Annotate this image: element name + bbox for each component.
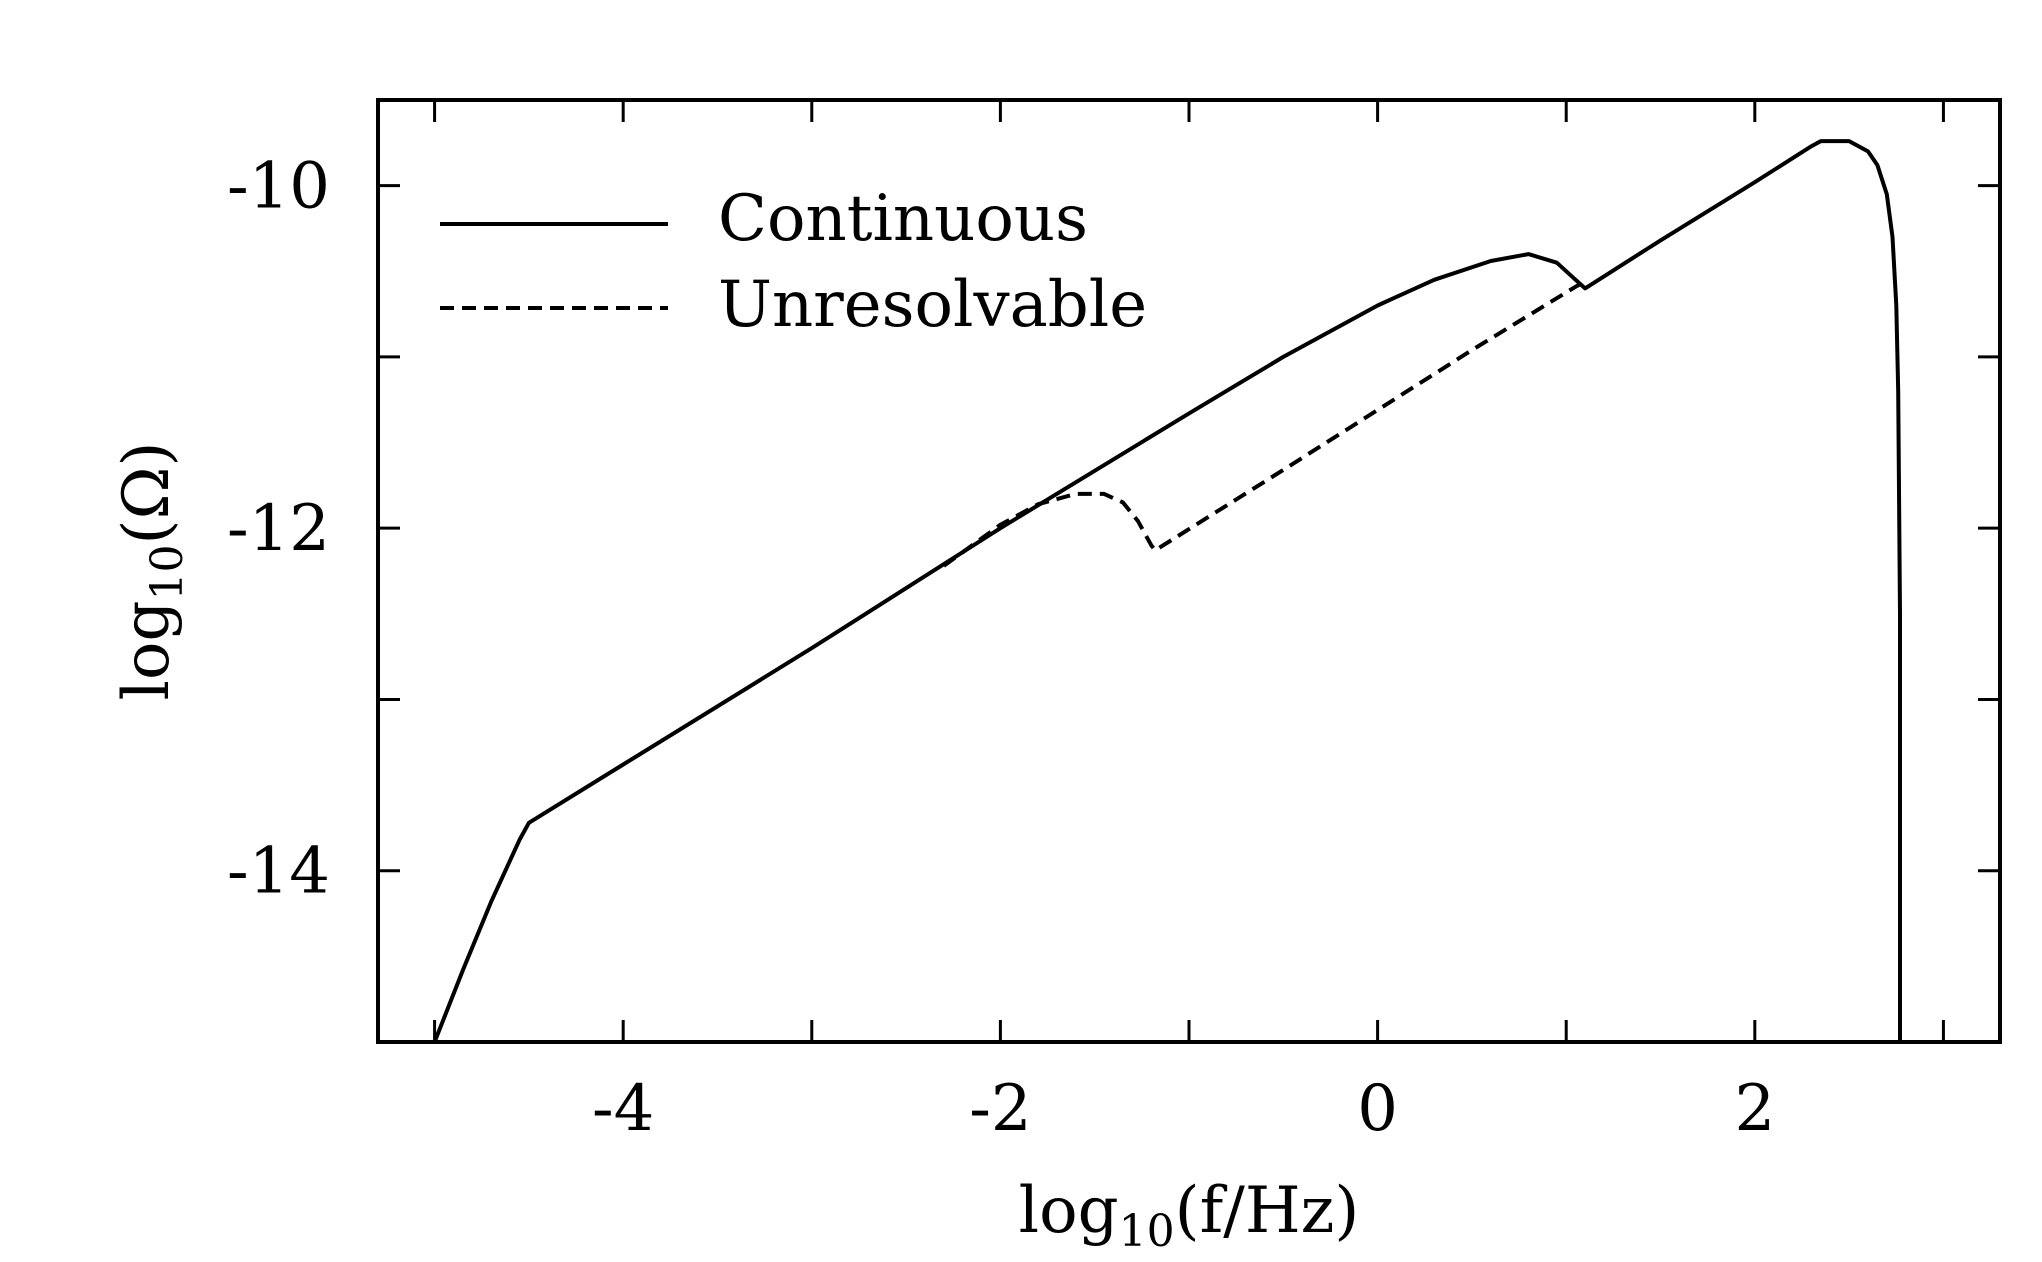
y-axis-label: log10(Ω) [110,442,193,701]
series-line-continuous [432,139,1902,1043]
y-axis-label-argument: (Ω) [110,442,184,545]
x-axis-label-subscript: 10 [1119,1206,1175,1257]
plot-frame [376,98,2002,1044]
y-tick-label: -12 [227,492,330,566]
x-tick-label: 2 [1734,1072,1775,1146]
legend: Continuous Unresolvable [440,182,1147,342]
axis-ticks [378,100,2000,1042]
y-tick-label: -10 [227,150,330,224]
x-tick-label: -2 [969,1072,1031,1146]
y-tick-label: -14 [227,835,330,909]
x-axis-label: log10(f/Hz) [1019,1174,1360,1257]
y-axis-label-subscript: 10 [142,545,193,601]
legend-label-unresolvable: Unresolvable [718,268,1147,342]
y-axis-label-base: log [110,601,184,701]
x-tick-label: 0 [1357,1072,1398,1146]
x-axis-label-argument: (f/Hz) [1175,1174,1360,1248]
series-layer [432,139,1902,1043]
legend-label-continuous: Continuous [718,182,1088,256]
x-axis-label-base: log [1019,1174,1119,1248]
axis-tick-labels: -4 -2 0 2 -10 -12 -14 [227,150,1775,1146]
x-tick-label: -4 [592,1072,654,1146]
series-line-unresolvable [942,279,1587,568]
